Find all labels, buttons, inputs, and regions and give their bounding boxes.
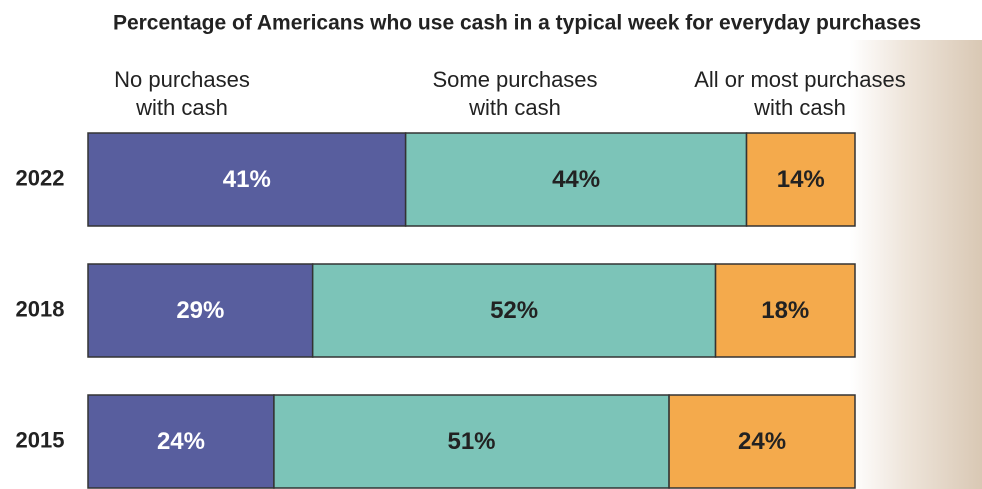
value-label: 41%: [223, 166, 271, 193]
value-label: 44%: [552, 166, 600, 193]
chart-title: Percentage of Americans who use cash in …: [113, 12, 921, 35]
legend-label: Some purchases with cash: [425, 66, 605, 122]
value-label: 14%: [777, 166, 825, 193]
value-label: 18%: [761, 297, 809, 324]
legend-label: No purchases with cash: [92, 66, 272, 122]
page: {"chart_data": {"type": "stacked-bar-hor…: [0, 0, 982, 489]
value-label: 24%: [157, 428, 205, 455]
y-tick-label: 2022: [16, 165, 65, 190]
y-tick-label: 2018: [16, 296, 65, 321]
value-label: 51%: [447, 428, 495, 455]
y-tick-label: 2015: [16, 427, 65, 452]
legend-label: All or most purchases with cash: [680, 66, 920, 122]
value-label: 29%: [176, 297, 224, 324]
value-label: 52%: [490, 297, 538, 324]
value-label: 24%: [738, 428, 786, 455]
